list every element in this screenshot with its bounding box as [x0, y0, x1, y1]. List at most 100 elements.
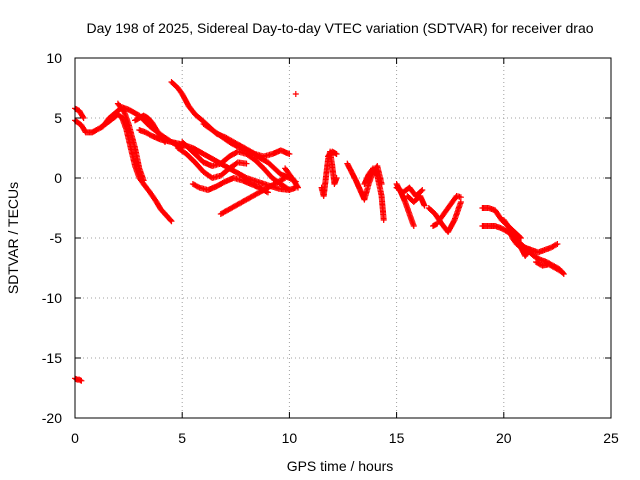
data-point-trail	[169, 80, 180, 90]
data-point	[292, 91, 299, 97]
data-point	[333, 151, 340, 157]
data-point	[434, 220, 441, 227]
data-point-trail	[154, 200, 163, 211]
data-point	[286, 151, 293, 157]
data-point-trail	[426, 206, 438, 216]
series-arc-15	[292, 91, 299, 97]
x-tick-label: 0	[71, 430, 79, 446]
data-point-trail	[201, 121, 214, 133]
data-point-trail	[126, 122, 138, 150]
data-point-trail	[79, 112, 86, 120]
series-arc-22	[404, 193, 428, 209]
data-point-trail	[264, 182, 274, 192]
x-tick-label: 5	[178, 430, 186, 446]
series-arc-14	[282, 165, 301, 191]
chart-title: Day 198 of 2025, Sidereal Day-to-day VTE…	[86, 20, 593, 36]
series-arc-9	[174, 145, 250, 181]
data-point-trail	[141, 113, 150, 121]
data-point	[140, 177, 147, 184]
data-point-trail	[219, 208, 229, 217]
data-point-trail	[180, 140, 191, 150]
data-point-trail	[116, 112, 125, 121]
series-arc-18	[344, 160, 385, 203]
data-point-trail	[111, 112, 120, 121]
data-point-trail	[441, 206, 451, 216]
data-point-trail	[437, 212, 446, 222]
data-point-trail	[147, 190, 159, 204]
series-arc-19	[361, 165, 387, 223]
data-point	[333, 175, 340, 181]
y-tick-label: 0	[54, 170, 62, 186]
data-point-trail	[210, 127, 223, 139]
data-point	[282, 175, 289, 181]
data-point-trail	[77, 109, 84, 117]
data-point-trail	[201, 151, 217, 163]
data-point-trail	[370, 166, 380, 178]
data-point-trail	[414, 188, 425, 198]
data-point-trail	[218, 154, 232, 166]
data-point-trail	[455, 193, 463, 200]
data-point-trail	[234, 169, 249, 181]
data-point-trail	[270, 179, 281, 188]
data-point-trail	[445, 218, 457, 234]
data-point-trail	[158, 207, 168, 216]
data-point-trail	[231, 200, 242, 210]
data-point	[80, 115, 87, 121]
data-point-trail	[73, 118, 84, 128]
data-point-trail	[287, 172, 296, 183]
y-tick-label: -20	[42, 410, 62, 426]
series-arc-23	[425, 199, 464, 235]
data-point-trail	[141, 182, 153, 195]
data-point-trail	[186, 104, 198, 117]
data-point-trail	[115, 101, 127, 114]
data-point	[518, 235, 524, 241]
data-point-trail	[266, 160, 277, 171]
grid	[75, 58, 611, 418]
data-point	[265, 189, 271, 196]
data-point-trail	[126, 107, 142, 118]
data-point-trail	[154, 128, 163, 138]
data-point-trail	[257, 185, 270, 195]
data-point	[295, 184, 301, 191]
y-tick-label: 10	[46, 50, 62, 66]
series-arc-10	[179, 139, 293, 193]
data-point-trail	[253, 157, 266, 171]
data-point	[243, 160, 250, 167]
data-point-trail	[176, 145, 189, 157]
y-axis-label: SDTVAR / TECUs	[5, 182, 21, 294]
data-point-trail	[493, 208, 504, 222]
data-point-trail	[450, 194, 459, 204]
series-arc-13	[189, 175, 271, 196]
data-point-trail	[547, 262, 557, 271]
data-point	[380, 217, 387, 223]
series-arc-24	[436, 193, 464, 223]
data-point-trail	[98, 120, 110, 130]
data-point-trail	[512, 230, 523, 240]
data-point-trail	[277, 175, 287, 184]
series-arc-11	[200, 121, 293, 160]
data-point	[286, 187, 293, 193]
data-point-trail	[330, 149, 339, 157]
y-tick-label: -10	[42, 290, 62, 306]
data-point	[421, 202, 428, 209]
data-point-trail	[133, 115, 142, 123]
series-arc-25	[430, 220, 441, 229]
series-arc-21	[393, 184, 426, 199]
data-point-trail	[499, 226, 510, 235]
data-point	[419, 187, 426, 193]
y-tick-label: -15	[42, 350, 62, 366]
data-point-trail	[431, 221, 440, 229]
data-point-trail	[105, 115, 116, 125]
x-axis-label: GPS time / hours	[287, 458, 394, 474]
data-point-trail	[501, 218, 511, 228]
data-point-trail	[107, 108, 120, 121]
data-point-trail	[283, 166, 292, 177]
data-point-trail	[145, 116, 155, 125]
data-point	[457, 194, 464, 201]
data-point-trail	[549, 241, 560, 250]
data-point-trail	[191, 181, 202, 190]
ticks: 0 5 10 15 20 25 -20 -15 -10 -5 0 5 10	[42, 50, 619, 446]
x-tick-label: 20	[496, 430, 512, 446]
data-point-trail	[219, 133, 232, 145]
